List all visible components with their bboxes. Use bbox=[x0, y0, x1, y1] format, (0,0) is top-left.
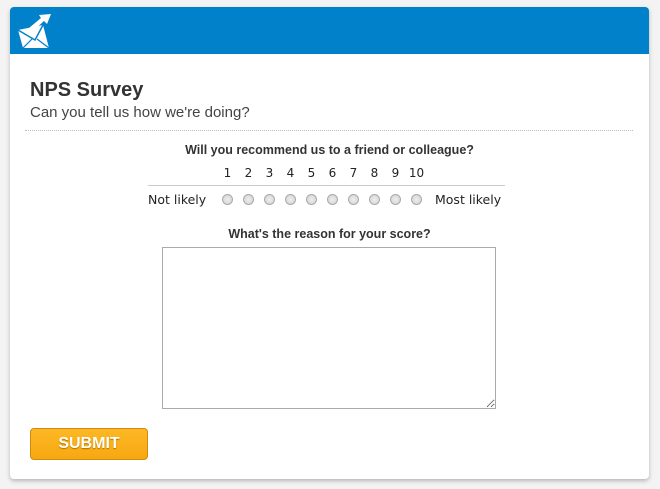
nps-radio-10[interactable] bbox=[411, 194, 422, 205]
nps-radio-6[interactable] bbox=[327, 194, 338, 205]
nps-radio-5[interactable] bbox=[306, 194, 317, 205]
scale-number: 7 bbox=[349, 166, 358, 180]
divider bbox=[25, 130, 633, 131]
scale-number: 6 bbox=[328, 166, 337, 180]
low-label: Not likely bbox=[148, 192, 207, 207]
nps-radio-4[interactable] bbox=[285, 194, 296, 205]
scale-number: 1 bbox=[223, 166, 232, 180]
envelope-logo-icon bbox=[17, 14, 51, 49]
survey-card: NPS Survey Can you tell us how we're doi… bbox=[10, 7, 649, 479]
nps-radio-8[interactable] bbox=[369, 194, 380, 205]
page-subtitle: Can you tell us how we're doing? bbox=[30, 104, 250, 121]
nps-radio-3[interactable] bbox=[264, 194, 275, 205]
nps-radio-1[interactable] bbox=[222, 194, 233, 205]
high-label: Most likely bbox=[435, 192, 502, 207]
scale-number: 10 bbox=[408, 166, 425, 180]
scale-number: 4 bbox=[286, 166, 295, 180]
nps-radio-9[interactable] bbox=[390, 194, 401, 205]
submit-button[interactable]: SUBMIT bbox=[30, 428, 148, 460]
scale-divider bbox=[148, 185, 505, 186]
scale-number: 9 bbox=[391, 166, 400, 180]
nps-question: Will you recommend us to a friend or col… bbox=[185, 143, 474, 157]
scale-number: 2 bbox=[244, 166, 253, 180]
scale-number: 8 bbox=[370, 166, 379, 180]
header-bar bbox=[10, 7, 649, 54]
scale-number: 5 bbox=[307, 166, 316, 180]
reason-question: What's the reason for your score? bbox=[228, 227, 431, 241]
reason-textarea[interactable] bbox=[162, 247, 496, 409]
nps-radio-7[interactable] bbox=[348, 194, 359, 205]
page-title: NPS Survey bbox=[30, 79, 144, 101]
nps-radio-2[interactable] bbox=[243, 194, 254, 205]
scale-number: 3 bbox=[265, 166, 274, 180]
